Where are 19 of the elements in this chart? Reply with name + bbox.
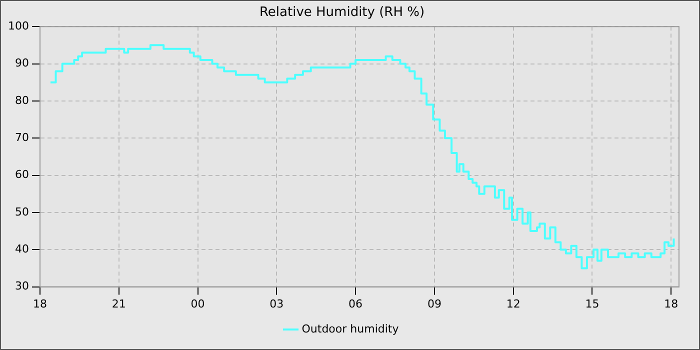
legend-label: Outdoor humidity (302, 322, 400, 336)
x-tick-label: 18 (32, 297, 47, 310)
y-tick-label: 90 (14, 56, 29, 70)
y-tick-label: 80 (14, 94, 29, 107)
y-tick-label: 30 (14, 280, 29, 293)
y-tick-label: 100 (8, 19, 29, 32)
x-tick-label: 00 (190, 297, 205, 310)
x-tick-label: 21 (112, 297, 126, 310)
x-tick-label: 15 (585, 297, 600, 310)
chart-title: Relative Humidity (RH %) (259, 5, 425, 20)
x-tick-label: 12 (506, 297, 520, 310)
y-tick-label: 70 (14, 130, 29, 144)
x-tick-label: 18 (664, 297, 678, 310)
y-tick-label: 40 (14, 242, 29, 256)
x-tick-label: 06 (348, 297, 363, 310)
x-tick-label: 03 (270, 297, 284, 310)
y-tick-label: 50 (14, 205, 29, 218)
x-tick-label: 09 (427, 297, 442, 310)
y-tick-label: 60 (14, 168, 29, 182)
